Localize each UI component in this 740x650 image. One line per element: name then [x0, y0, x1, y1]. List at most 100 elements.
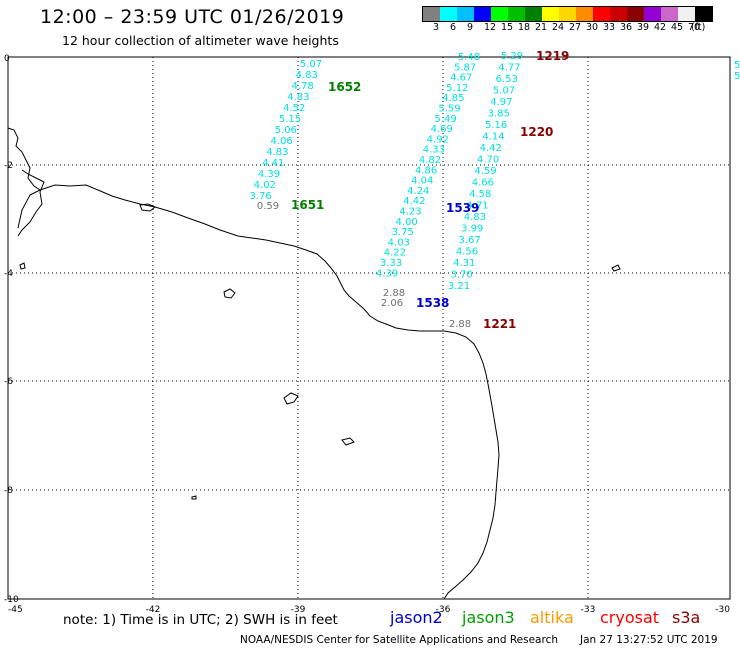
- legend-swatch: [627, 7, 644, 21]
- swh-value: 5.59: [438, 104, 460, 115]
- swh-value: 6.53: [496, 74, 518, 85]
- swh-value: 4.23: [399, 207, 421, 218]
- footer-timestamp: Jan 27 13:27:52 UTC 2019: [580, 634, 718, 646]
- x-tick-label: -42: [146, 605, 161, 615]
- swh-value: 4.31: [453, 258, 475, 269]
- legend-swatch: [576, 7, 593, 21]
- swh-value: 4.77: [498, 63, 520, 74]
- swh-value: 3.85: [488, 109, 510, 120]
- swh-value: 4.39: [376, 268, 398, 279]
- island-1: [139, 203, 156, 212]
- legend-swatch: [610, 7, 627, 21]
- legend-swatch: [457, 7, 474, 21]
- coastline: [17, 184, 500, 600]
- pass-time-label: 1539: [446, 201, 479, 215]
- legend-label: 3: [433, 22, 440, 33]
- swh-value: 5.87: [454, 62, 476, 73]
- swh-value: 4.02: [254, 180, 276, 191]
- x-tick-label: -30: [715, 605, 730, 615]
- legend-swatch: [593, 7, 610, 21]
- island-6: [611, 264, 621, 272]
- legend-label: 15: [501, 22, 514, 33]
- swh-value: 4.83: [464, 212, 486, 223]
- satellite-s3a: s3a: [672, 608, 701, 627]
- swh-value: 5.49: [434, 114, 456, 125]
- legend-label: 24: [552, 22, 565, 33]
- y-tick-label: -4: [4, 269, 13, 279]
- swh-value: 3.33: [380, 258, 402, 269]
- legend-swatch: [440, 7, 457, 21]
- y-tick-label: -8: [4, 486, 13, 496]
- y-tick-label: -6: [4, 377, 13, 387]
- island-4: [341, 437, 355, 446]
- swh-value: 3.21: [448, 281, 470, 292]
- swh-value: 4.69: [431, 124, 453, 135]
- swh-value: 4.82: [419, 155, 441, 166]
- swh-value: 4.86: [415, 165, 437, 176]
- swh-value: 4.59: [474, 166, 496, 177]
- swh-value-low: 2.88: [383, 288, 405, 299]
- swh-value: 4.56: [456, 247, 478, 258]
- legend-label: 39: [637, 22, 650, 33]
- legend-label: 27: [569, 22, 582, 33]
- swh-value: 4.42: [480, 143, 502, 154]
- y-tick-label: -2: [4, 161, 13, 171]
- swh-value: 3.75: [392, 227, 414, 238]
- legend-label: 30: [586, 22, 599, 33]
- x-tick-label: -36: [436, 605, 451, 615]
- island-2: [223, 288, 236, 299]
- x-tick-label: -33: [581, 605, 596, 615]
- legend-swatch: [695, 7, 712, 21]
- legend-label: 12: [484, 22, 497, 33]
- legend-label: 45: [671, 22, 684, 33]
- swh-value: 4.03: [388, 237, 410, 248]
- swh-value: 5.07: [300, 59, 322, 70]
- legend-swatch: [525, 7, 542, 21]
- legend-swatch: [508, 7, 525, 21]
- swh-value: 4.33: [423, 145, 445, 156]
- map-frame: [7, 56, 731, 600]
- satellite-altika: altika: [530, 608, 574, 627]
- swh-value: 4.24: [407, 186, 429, 197]
- swh-value-low: 2.06: [381, 298, 403, 309]
- swh-value: 5.15: [279, 114, 301, 125]
- swh-value: 4.78: [291, 81, 313, 92]
- swh-value: 4.83: [287, 92, 309, 103]
- swh-value: 3.70: [451, 270, 473, 281]
- color-scale-legend: [422, 6, 713, 22]
- pass-time-label: 1221: [483, 317, 516, 331]
- swh-value: 5.07: [493, 86, 515, 97]
- swh-value: 4.92: [427, 134, 449, 145]
- swh-value: 5.12: [446, 83, 468, 94]
- map-gridlines: [8, 57, 730, 599]
- coastline-inlet: [17, 169, 45, 237]
- swh-value: 4.06: [270, 136, 292, 147]
- swh-value: 4.41: [262, 158, 284, 169]
- swh-value: 4.14: [482, 132, 504, 143]
- legend-label: 70: [688, 22, 701, 33]
- legend-label: 6: [450, 22, 457, 33]
- satellite-jason3: jason3: [462, 608, 515, 627]
- legend-swatch: [474, 7, 491, 21]
- altimeter-tracks: 5.074.834.784.834.525.155.064.064.834.41…: [249, 49, 740, 331]
- satellite-cryosat: cryosat: [600, 608, 660, 627]
- swh-value: 4.52: [283, 103, 305, 114]
- coastline-north: [7, 127, 41, 191]
- pass-time-label: 1652: [328, 80, 361, 94]
- swh-value: 4.71: [466, 201, 488, 212]
- y-tick-label: -10: [4, 595, 19, 605]
- chart-subtitle: 12 hour collection of altimeter wave hei…: [62, 33, 339, 48]
- swh-value: 4.83: [266, 147, 288, 158]
- swh-value: 4.85: [442, 93, 464, 104]
- legend-label: 42: [654, 22, 667, 33]
- swh-value: 4.83: [296, 70, 318, 81]
- swh-value: 5.06: [275, 125, 297, 136]
- swh-value: 5.29: [501, 51, 523, 62]
- swh-value: 4.70: [477, 155, 499, 166]
- swh-value-edge: 5: [734, 71, 740, 82]
- footer-credit: NOAA/NESDIS Center for Satellite Applica…: [240, 634, 558, 646]
- legend-swatch: [661, 7, 678, 21]
- swh-value: 4.00: [395, 217, 417, 228]
- units-note: note: 1) Time is in UTC; 2) SWH is in fe…: [63, 612, 338, 628]
